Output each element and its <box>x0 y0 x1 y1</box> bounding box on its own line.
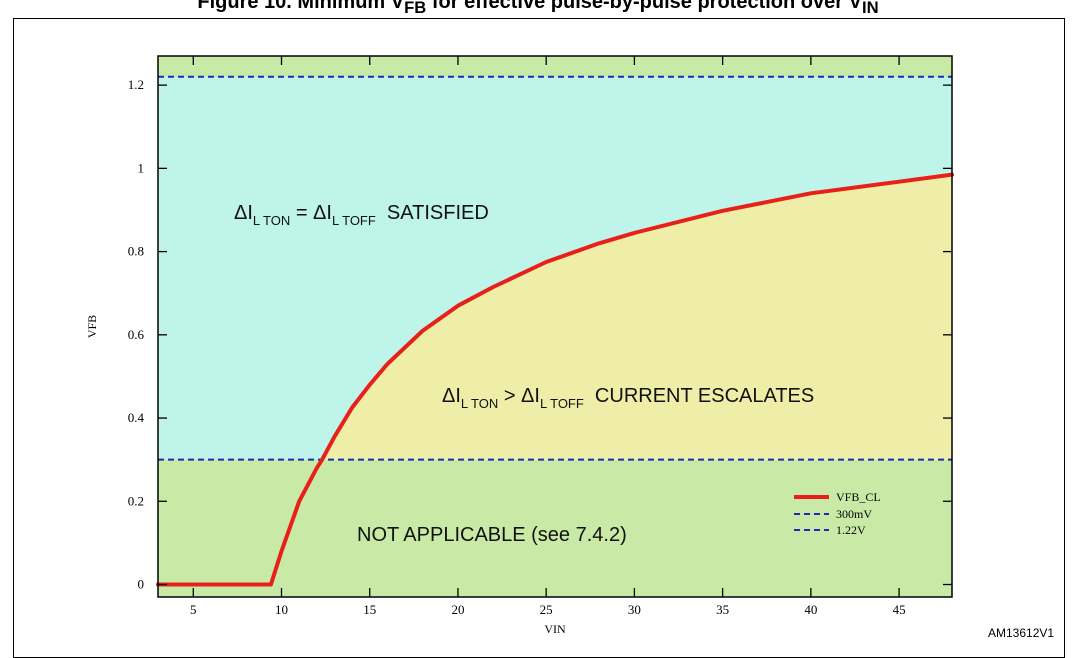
figure-title: Figure 10. Minimum VFB for effective pul… <box>0 0 1076 18</box>
vfb-chart: 5 10 15 20 25 30 35 40 45 0 0.2 0.4 0.6 0.8 1 1.2 VIN V… <box>85 55 954 636</box>
x-tick-label: 15 <box>363 602 376 617</box>
x-tick-label: 5 <box>190 602 197 617</box>
figure-title-sub-in: IN <box>861 0 879 17</box>
tick-layer: 5 10 15 20 25 30 35 40 45 0 0.2 0.4 0.6 0.8 1 1.2 <box>128 56 952 617</box>
annotation-escalates-prefix: ΔI <box>442 385 461 407</box>
y-tick-label: 0.4 <box>128 410 145 425</box>
x-tick-label: 30 <box>628 602 641 617</box>
annotation-escalates-suffix: CURRENT ESCALATES <box>584 385 814 407</box>
series-layer <box>156 75 954 587</box>
legend-1-22v-label: 1.22V <box>836 523 866 537</box>
legend-vfb-cl-label: VFB_CL <box>836 490 881 504</box>
y-tick-label: 0.6 <box>128 327 145 342</box>
plot-border <box>157 55 953 598</box>
y-tick-label: 1 <box>138 160 145 175</box>
series-vfb-cl-line <box>156 172 954 587</box>
region-current-escalates <box>158 174 952 460</box>
x-tick-label: 20 <box>451 602 464 617</box>
annotation-escalates-sub2: L TOFF <box>540 396 584 411</box>
annotation-escalates-sub1: L TON <box>461 396 498 411</box>
figure-title-main: Figure 10. Minimum V <box>197 0 405 13</box>
y-tick-label: 0.2 <box>128 493 144 508</box>
x-tick-label: 10 <box>275 602 288 617</box>
figure-id: AM13612V1 <box>988 626 1055 640</box>
legend: VFB_CL 300mV 1.22V <box>794 490 881 537</box>
y-tick-label: 0.8 <box>128 244 144 259</box>
annotation-satisfied-prefix: ΔI <box>234 202 253 224</box>
annotation-satisfied-sub1: L TON <box>253 213 290 228</box>
x-tick-label: 40 <box>804 602 817 617</box>
y-axis-label: VFB <box>85 315 99 338</box>
x-tick-label: 35 <box>716 602 729 617</box>
legend-300mv-label: 300mV <box>836 507 872 521</box>
annotation-not-applicable: NOT APPLICABLE (see 7.4.2) <box>357 524 627 546</box>
annotation-escalates-mid: > ΔI <box>498 385 540 407</box>
annotation-satisfied: ΔIL TON = ΔIL TOFF SATISFIED <box>234 202 489 228</box>
x-tick-label: 25 <box>540 602 553 617</box>
x-axis-label: VIN <box>544 622 566 636</box>
figure-title-rest: for effective pulse-by-pulse protection … <box>426 0 862 13</box>
annotation-satisfied-mid: = ΔI <box>290 202 332 224</box>
x-tick-label: 45 <box>893 602 906 617</box>
annotation-current-escalates: ΔIL TON > ΔIL TOFF CURRENT ESCALATES <box>442 385 814 411</box>
region-layer <box>158 56 952 597</box>
annotation-satisfied-suffix: SATISFIED <box>376 202 489 224</box>
annotation-satisfied-sub2: L TOFF <box>332 213 376 228</box>
y-tick-label: 0 <box>138 577 145 592</box>
y-tick-label: 1.2 <box>128 77 144 92</box>
figure-title-sub-fb: FB <box>404 0 427 17</box>
